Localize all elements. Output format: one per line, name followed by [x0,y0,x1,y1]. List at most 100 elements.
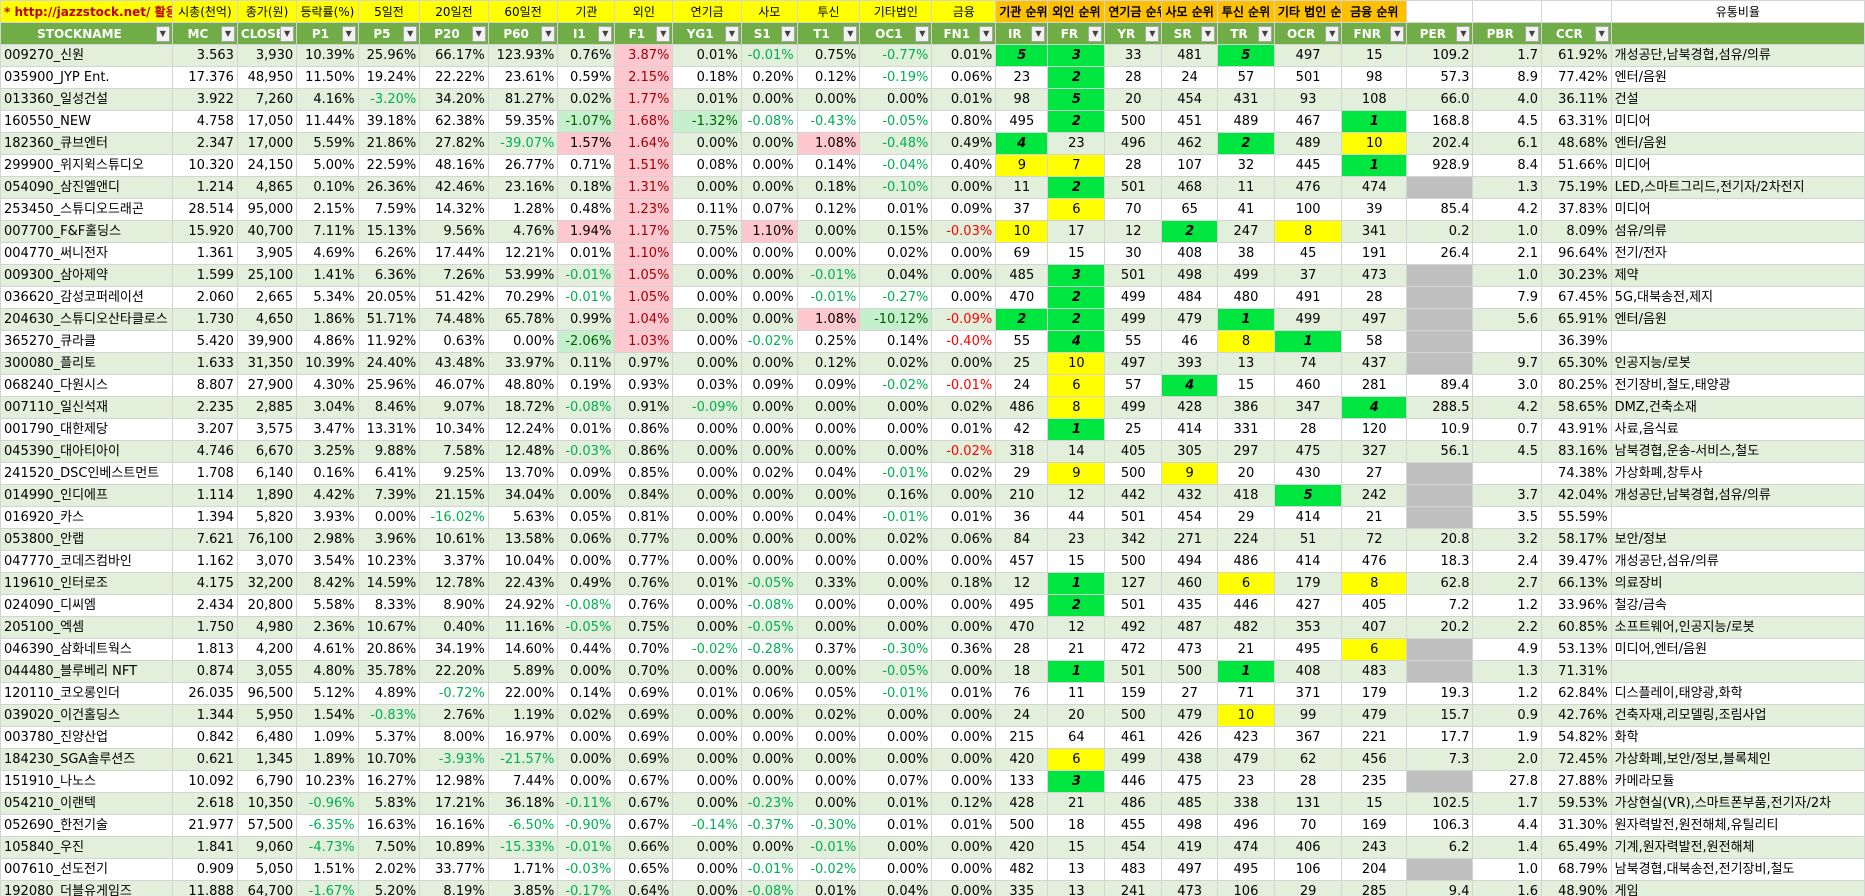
cell-oc1[interactable]: 0.16% [859,484,933,507]
cell-mc[interactable]: 3.922 [171,88,238,111]
cell-yr[interactable]: 454 [1104,836,1163,859]
cell-p1[interactable]: 1.41% [296,264,359,287]
cell-mc[interactable]: 0.909 [171,858,238,881]
cell-ocr[interactable]: 1 [1273,330,1343,353]
cell-oc1[interactable]: 0.00% [859,440,933,463]
cell-f1[interactable]: 0.69% [614,748,674,771]
cell-ccr[interactable]: 72.45% [1541,748,1612,771]
cell-pbr[interactable]: 7.9 [1472,286,1542,309]
cell-p60[interactable]: 13.58% [487,528,559,551]
cell-i1[interactable]: -0.03% [557,858,616,881]
cell-tr[interactable]: 482 [1217,616,1275,639]
cell-i1[interactable]: 0.05% [557,506,616,529]
cell-yg1[interactable]: 0.01% [672,88,742,111]
cell-tr[interactable]: 496 [1217,814,1275,837]
cell-tr[interactable]: 38 [1217,242,1275,265]
cell-fn1[interactable]: 0.00% [931,264,997,287]
cell-i1[interactable]: -0.90% [557,814,616,837]
cell-fnr[interactable]: 15 [1341,44,1408,67]
cell-theme[interactable]: 개성공단,남북경협,섬유/의류 [1610,484,1865,507]
cell-yr[interactable]: 55 [1104,330,1163,353]
filter-dropdown-icon[interactable]: ▼ [1390,26,1405,42]
cell-p1[interactable]: 3.93% [296,506,359,529]
cell-sr[interactable]: 462 [1161,132,1218,155]
cell-p60[interactable]: -39.07% [487,132,559,155]
cell-p60[interactable]: 36.18% [487,792,559,815]
cell-ccr[interactable]: 53.13% [1541,638,1612,661]
cell-pbr[interactable]: 2.7 [1472,572,1542,595]
cell-ccr[interactable]: 65.30% [1541,352,1612,375]
cell-yg1[interactable]: 0.03% [672,374,742,397]
table-row[interactable]: 009270_신원 3.563 3,930 10.39% 25.96% 66.17% 123… [0,44,1865,67]
cell-mc[interactable]: 2.235 [171,396,238,419]
cell-yg1[interactable]: 0.75% [672,220,742,243]
cell-p60[interactable]: -6.50% [487,814,559,837]
table-row[interactable]: 045390_대아티아이 4.746 6,670 3.25% 9.88% 7.58% 12.… [0,440,1865,463]
cell-pbr[interactable]: 8.4 [1472,154,1542,177]
cell-p20[interactable]: 10.89% [419,836,489,859]
cell-ccr[interactable]: 60.85% [1541,616,1612,639]
cell-ccr[interactable]: 71.31% [1541,660,1612,683]
cell-theme[interactable]: 철강/금속 [1610,594,1865,617]
cell-ir[interactable]: 25 [995,352,1049,375]
cell-mc[interactable]: 4.175 [171,572,238,595]
cell-ocr[interactable]: 37 [1273,264,1343,287]
cell-per[interactable] [1406,506,1474,529]
table-row[interactable]: 007700_F&F홀딩스 15.920 40,700 7.11% 15.13% 9.56… [0,220,1865,243]
cell-oc1[interactable]: 0.04% [859,264,933,287]
cell-sr[interactable]: 479 [1161,308,1218,331]
cell-mc[interactable]: 1.162 [171,550,238,573]
cell-per[interactable]: 19.3 [1406,682,1474,705]
cell-p20[interactable]: 62.38% [419,110,489,133]
cell-yr[interactable]: 499 [1104,396,1163,419]
cell-per[interactable] [1406,286,1474,309]
cell-theme[interactable]: 건설 [1610,88,1865,111]
cell-s1[interactable]: 0.20% [740,66,798,89]
cell-p1[interactable]: 0.10% [296,176,359,199]
cell-ccr[interactable]: 83.16% [1541,440,1612,463]
cell-ocr[interactable]: 495 [1273,638,1343,661]
cell-mc[interactable]: 3.207 [171,418,238,441]
cell-theme[interactable]: 가상화폐,보안/정보,블록체인 [1610,748,1865,771]
cell-fr[interactable]: 3 [1047,264,1106,287]
cell-i1[interactable]: -0.01% [557,836,616,859]
cell-s1[interactable]: -0.01% [740,858,798,881]
cell-pbr[interactable]: 0.9 [1472,704,1542,727]
stock-name-cell[interactable]: 007610_선도전기 [0,858,173,881]
cell-oc1[interactable]: -0.19% [859,66,933,89]
cell-theme[interactable] [1610,330,1865,353]
filter-dropdown-icon[interactable]: ▼ [541,26,556,42]
cell-ir[interactable]: 428 [995,792,1049,815]
cell-p20[interactable]: 34.20% [419,88,489,111]
cell-ccr[interactable]: 36.39% [1541,330,1612,353]
cell-ir[interactable]: 470 [995,616,1049,639]
table-row[interactable]: 054090_삼진엘앤디 1.214 4,865 0.10% 26.36% 42.46% 2… [0,176,1865,199]
table-row[interactable]: 001790_대한제당 3.207 3,575 3.47% 13.31% 10.34% 12… [0,418,1865,441]
cell-ocr[interactable]: 353 [1273,616,1343,639]
cell-p5[interactable]: 11.92% [357,330,421,353]
cell-yr[interactable]: 28 [1104,154,1163,177]
cell-tr[interactable]: 489 [1217,110,1275,133]
cell-oc1[interactable]: 0.00% [859,550,933,573]
cell-pbr[interactable]: 1.0 [1472,220,1542,243]
cell-t1[interactable]: -0.02% [796,858,861,881]
cell-fnr[interactable]: 108 [1341,88,1408,111]
cell-fnr[interactable]: 341 [1341,220,1408,243]
cell-p60[interactable]: 24.92% [487,594,559,617]
cell-p60[interactable]: 123.93% [487,44,559,67]
cell-fr[interactable]: 18 [1047,814,1106,837]
cell-tr[interactable]: 15 [1217,374,1275,397]
cell-mc[interactable]: 4.746 [171,440,238,463]
cell-ccr[interactable]: 65.49% [1541,836,1612,859]
cell-ocr[interactable]: 367 [1273,726,1343,749]
cell-ocr[interactable]: 347 [1273,396,1343,419]
cell-mc[interactable]: 1.708 [171,462,238,485]
cell-sr[interactable]: 426 [1161,726,1218,749]
cell-sr[interactable]: 305 [1161,440,1218,463]
cell-p1[interactable]: 11.44% [296,110,359,133]
cell-p5[interactable]: 6.36% [357,264,421,287]
cell-ir[interactable]: 485 [995,264,1049,287]
cell-p1[interactable]: 5.58% [296,594,359,617]
stock-name-cell[interactable]: 004770_써니전자 [0,242,173,265]
cell-f1[interactable]: 0.86% [614,418,674,441]
